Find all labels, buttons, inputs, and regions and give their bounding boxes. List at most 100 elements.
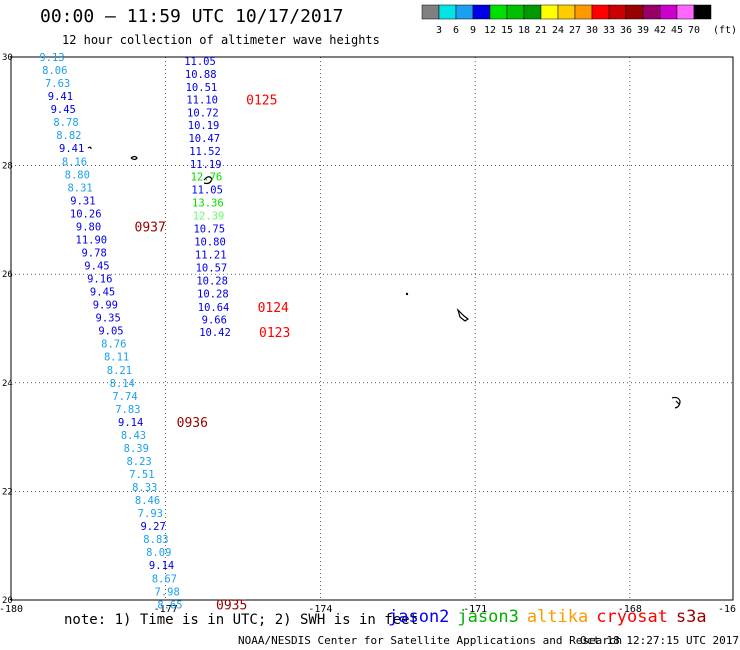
colorbar-tick-label: 3: [436, 25, 442, 36]
pass-time-label: 0123: [259, 326, 290, 341]
wave-height-value: 9.41: [59, 143, 84, 155]
pass-time-label: 0936: [177, 416, 208, 431]
colorbar-tick-label: 24: [552, 25, 564, 36]
x-tick-label: -16: [718, 604, 736, 615]
wave-height-value: 8.46: [135, 495, 160, 507]
y-tick-label: 24: [2, 379, 13, 389]
colorbar-tick-label: 45: [671, 25, 683, 36]
pass-time-label: 0937: [135, 220, 166, 235]
wave-height-value: 7.98: [155, 586, 180, 598]
island-outline: [130, 155, 138, 161]
colorbar-tick-label: 30: [586, 25, 598, 36]
wave-height-value: 8.67: [152, 573, 177, 585]
wave-height-value: 7.93: [138, 508, 163, 520]
wave-height-value: 9.78: [81, 247, 106, 259]
wave-height-value: 8.43: [121, 430, 146, 442]
wave-height-value: 12.76: [191, 171, 223, 183]
wave-height-value: 8.23: [126, 456, 151, 468]
wave-height-value: 8.09: [146, 547, 171, 559]
colorbar-tick-label: 27: [569, 25, 581, 36]
wave-height-value: 10.80: [194, 237, 226, 249]
wave-height-value: 9.13: [39, 52, 64, 64]
wave-height-value: 7.83: [115, 404, 140, 416]
wave-height-value: 9.27: [140, 521, 165, 533]
wave-height-value: 8.11: [104, 352, 129, 364]
wave-height-value: 10.47: [188, 133, 220, 145]
y-tick-label: 26: [2, 270, 13, 280]
wave-height-value: 10.28: [196, 276, 228, 288]
colorbar-tick-label: 9: [470, 25, 476, 36]
wave-height-value: 8.33: [132, 482, 157, 494]
colorbar-swatch: [693, 4, 712, 20]
legend-item-jason3: jason3: [457, 607, 519, 627]
wave-height-value: 10.72: [187, 107, 219, 119]
wave-height-value: 11.52: [189, 146, 221, 158]
wave-height-value: 9.14: [149, 560, 174, 572]
x-tick-label: -177: [154, 604, 178, 615]
wave-height-value: 9.05: [98, 326, 123, 338]
island-outline: [456, 307, 470, 322]
wave-height-value: 11.19: [190, 159, 222, 171]
colorbar-tick-label: 36: [620, 25, 632, 36]
wave-height-value: 9.66: [202, 314, 227, 326]
wave-height-value: 10.75: [193, 224, 225, 236]
wave-height-value: 11.90: [76, 234, 108, 246]
wave-height-value: 8.83: [143, 534, 168, 546]
generated-timestamp: Oct 18 12:27:15 UTC 2017: [580, 634, 739, 647]
wave-height-value: 7.63: [45, 78, 70, 90]
colorbar-tick-label: 12: [484, 25, 496, 36]
legend-item-cryosat: cryosat: [596, 607, 668, 627]
grid-layer: [10, 56, 734, 601]
wave-height-value: 10.57: [196, 263, 228, 275]
colorbar-tick-label: 39: [637, 25, 649, 36]
wave-height-value: 10.51: [186, 82, 218, 94]
colorbar-tick-label: 33: [603, 25, 615, 36]
wave-height-value: 11.21: [195, 250, 227, 262]
wave-height-value: 7.51: [129, 469, 154, 481]
wave-height-value: 10.64: [198, 302, 230, 314]
wave-height-value: 8.31: [67, 182, 92, 194]
island-dot: [405, 292, 409, 296]
pass-time-labels: 0125 0124 0123 0937 0936 0935: [135, 93, 291, 613]
colorbar-tick-label: 15: [501, 25, 513, 36]
wave-height-value: 8.39: [124, 443, 149, 455]
colorbar-tick-label: 18: [518, 25, 530, 36]
wave-height-value: 9.45: [90, 287, 115, 299]
wave-height-value: 9.14: [118, 417, 143, 429]
wave-height-value: 8.82: [56, 130, 81, 142]
wave-height-value: 10.42: [199, 327, 231, 339]
wave-height-value: 10.26: [70, 208, 102, 220]
wave-height-value: 9.35: [96, 313, 121, 325]
legend-item-jason2: jason2: [388, 607, 450, 627]
wave-height-value: 11.10: [186, 94, 218, 106]
wave-height-value: 8.65: [157, 599, 182, 611]
colorbar-tick-label: 21: [535, 25, 547, 36]
wave-height-labels: 11.0510.8810.5111.1010.7210.1910.4711.52…: [39, 52, 230, 611]
wave-height-value: 8.76: [101, 339, 126, 351]
island-outline: [87, 146, 92, 150]
colorbar-legend: 3 6 9 12 15 18 21 24 27 30 33 36 39 42 45 70 (ft): [421, 4, 737, 36]
wave-height-value: 10.28: [197, 289, 229, 301]
pass-time-label: 0935: [216, 598, 247, 613]
colorbar-unit-label: (ft): [713, 25, 737, 36]
chart-subtitle: 12 hour collection of altimeter wave hei…: [62, 33, 380, 47]
wave-height-value: 7.74: [112, 391, 137, 403]
wave-height-value: 9.99: [93, 300, 118, 312]
wave-height-value: 8.06: [42, 65, 67, 77]
y-tick-label: 20: [2, 596, 13, 606]
island-outlines: [87, 146, 681, 409]
island-outline: [671, 396, 681, 409]
chart-title: 00:00 – 11:59 UTC 10/17/2017: [40, 6, 344, 27]
wave-height-value: 9.31: [70, 195, 95, 207]
wave-height-value: 9.16: [87, 274, 112, 286]
pass-time-label: 0124: [258, 301, 289, 316]
legend-item-s3a: s3a: [675, 607, 707, 627]
wave-height-value: 9.45: [51, 104, 76, 116]
x-tick-label: -174: [308, 604, 332, 615]
x-tick-label: -180: [0, 604, 23, 615]
wave-height-value: 10.88: [185, 69, 217, 81]
colorbar-tick-label: 6: [453, 25, 459, 36]
legend-item-altika: altika: [526, 607, 589, 627]
credit-line: NOAA/NESDIS Center for Satellite Applica…: [238, 634, 623, 647]
